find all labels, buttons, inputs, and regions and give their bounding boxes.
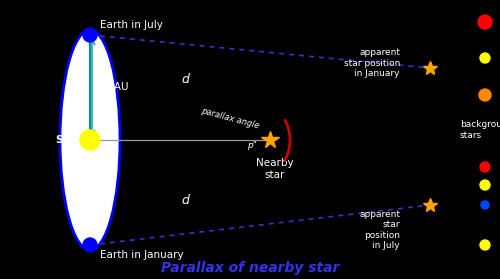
Circle shape bbox=[80, 130, 100, 150]
Circle shape bbox=[480, 240, 490, 250]
Text: Earth in January: Earth in January bbox=[100, 250, 184, 260]
Circle shape bbox=[481, 201, 489, 209]
Circle shape bbox=[480, 162, 490, 172]
Text: apparent
star
position
in July: apparent star position in July bbox=[359, 210, 400, 250]
Text: parallax angle: parallax angle bbox=[200, 106, 260, 130]
Text: background
stars: background stars bbox=[460, 120, 500, 140]
Text: d: d bbox=[181, 73, 189, 86]
Text: 1 AU: 1 AU bbox=[104, 83, 128, 93]
Text: Earth in July: Earth in July bbox=[100, 20, 163, 30]
Ellipse shape bbox=[60, 30, 120, 250]
Circle shape bbox=[480, 53, 490, 63]
Text: apparent
star position
in January: apparent star position in January bbox=[344, 48, 400, 78]
Circle shape bbox=[83, 238, 97, 252]
Circle shape bbox=[83, 28, 97, 42]
Circle shape bbox=[480, 180, 490, 190]
Circle shape bbox=[478, 15, 492, 29]
Circle shape bbox=[479, 89, 491, 101]
Text: p": p" bbox=[247, 141, 257, 150]
Text: Parallax of nearby star: Parallax of nearby star bbox=[161, 261, 339, 275]
Text: Sun: Sun bbox=[55, 135, 77, 145]
Text: Nearby
star: Nearby star bbox=[256, 158, 294, 180]
Text: d: d bbox=[181, 194, 189, 207]
